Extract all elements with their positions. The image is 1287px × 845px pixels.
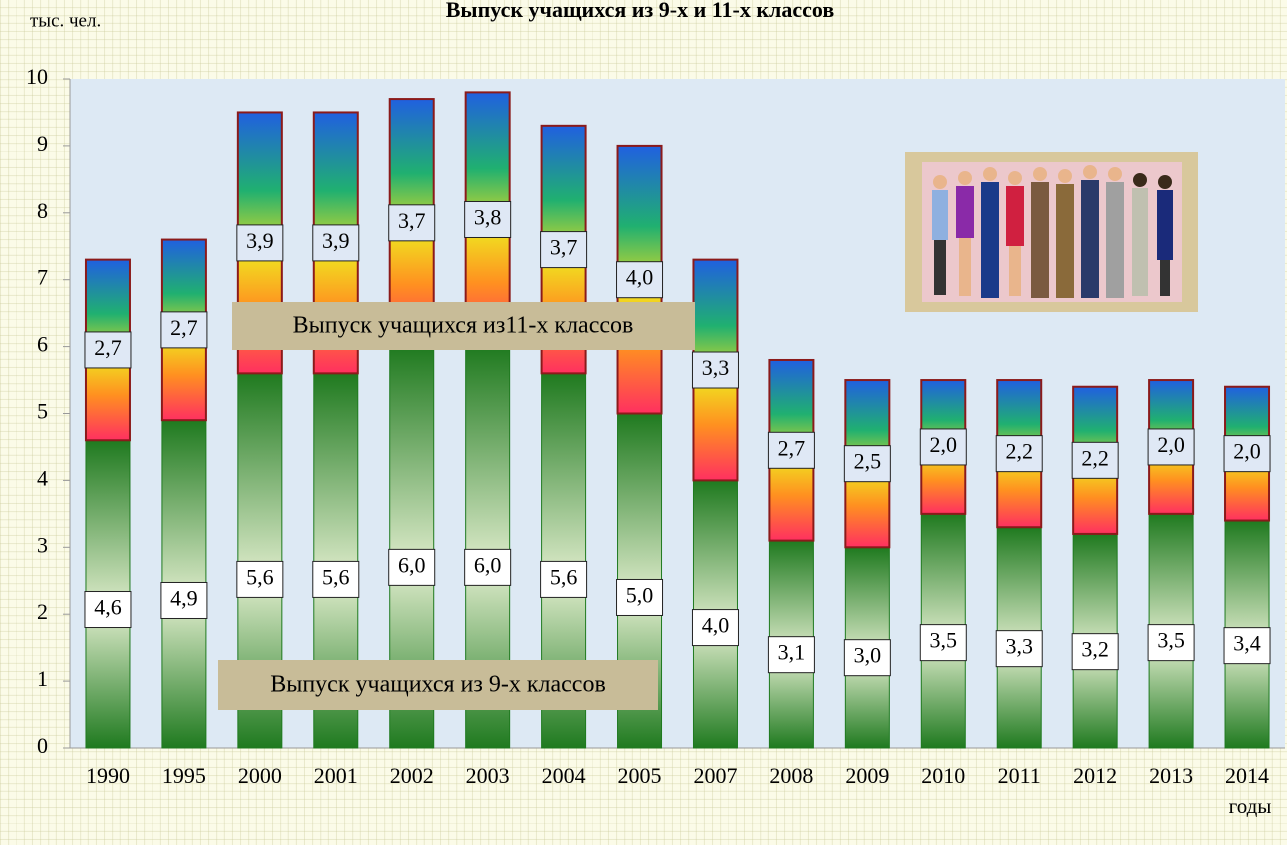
value-label: 3,5 <box>930 628 958 653</box>
value-label: 6,0 <box>474 552 502 577</box>
x-tick-label: 2010 <box>921 763 965 788</box>
x-tick-label: 2014 <box>1225 763 1269 788</box>
x-tick-label: 2001 <box>314 763 358 788</box>
x-tick-label: 2000 <box>238 763 282 788</box>
x-tick-label: 2007 <box>693 763 737 788</box>
x-tick-label: 2005 <box>618 763 662 788</box>
x-axis-label: годы <box>1229 794 1272 818</box>
value-label: 3,9 <box>322 228 350 253</box>
value-label: 3,3 <box>702 355 730 380</box>
y-tick-label: 3 <box>37 532 48 557</box>
y-tick-label: 8 <box>37 198 48 223</box>
x-tick-label: 2013 <box>1149 763 1193 788</box>
y-tick-label: 5 <box>37 399 48 424</box>
value-label: 3,7 <box>398 208 426 233</box>
value-label: 2,2 <box>1005 439 1033 464</box>
y-tick-label: 7 <box>37 265 48 290</box>
value-label: 2,7 <box>170 315 198 340</box>
x-tick-label: 2012 <box>1073 763 1117 788</box>
value-label: 3,9 <box>246 228 274 253</box>
value-label: 5,6 <box>550 564 578 589</box>
x-tick-label: 2004 <box>542 763 586 788</box>
value-label: 2,5 <box>854 449 882 474</box>
value-label: 3,7 <box>550 235 578 260</box>
y-tick-label: 1 <box>37 666 48 691</box>
y-tick-label: 4 <box>37 465 48 490</box>
value-label: 4,0 <box>626 265 654 290</box>
x-tick-label: 1990 <box>86 763 130 788</box>
value-label: 2,7 <box>778 435 806 460</box>
x-tick-label: 2003 <box>466 763 510 788</box>
x-tick-label: 2002 <box>390 763 434 788</box>
value-label: 3,5 <box>1157 628 1185 653</box>
value-label: 2,7 <box>94 335 122 360</box>
chart: Выпуск учащихся из 9-х и 11-х классов ты… <box>0 0 1287 840</box>
value-label: 3,8 <box>474 205 502 230</box>
picture <box>905 152 1198 312</box>
value-label: 5,0 <box>626 583 654 608</box>
chart-title: Выпуск учащихся из 9-х и 11-х классов <box>446 0 835 22</box>
x-tick-label: 2009 <box>845 763 889 788</box>
value-label: 3,0 <box>854 643 882 668</box>
y-tick-label: 6 <box>37 332 48 357</box>
value-label: 4,0 <box>702 613 730 638</box>
value-label: 6,0 <box>398 552 426 577</box>
page: Выпуск учащихся из 9-х и 11-х классов ты… <box>0 0 1287 840</box>
series-label: Выпуск учащихся из11-х классов <box>293 313 634 339</box>
value-label: 3,4 <box>1233 631 1261 656</box>
value-label: 2,0 <box>930 432 958 457</box>
value-label: 5,6 <box>322 564 350 589</box>
value-label: 4,9 <box>170 586 198 611</box>
value-label: 2,2 <box>1081 445 1109 470</box>
value-label: 4,6 <box>94 595 122 620</box>
value-label: 2,0 <box>1233 439 1261 464</box>
value-label: 3,2 <box>1081 637 1109 662</box>
value-label: 3,1 <box>778 640 806 665</box>
x-tick-label: 2008 <box>769 763 813 788</box>
value-label: 5,6 <box>246 564 274 589</box>
x-tick-label: 1995 <box>162 763 206 788</box>
x-tick-label: 2011 <box>998 763 1041 788</box>
value-label: 3,3 <box>1005 634 1033 659</box>
series-label: Выпуск учащихся из 9-х классов <box>270 672 606 698</box>
y-tick-label: 2 <box>37 599 48 624</box>
value-label: 2,0 <box>1157 432 1185 457</box>
y-tick-label: 0 <box>37 733 48 758</box>
y-axis-label: тыс. чел. <box>30 10 101 31</box>
y-tick-label: 10 <box>26 64 48 89</box>
y-tick-label: 9 <box>37 131 48 156</box>
